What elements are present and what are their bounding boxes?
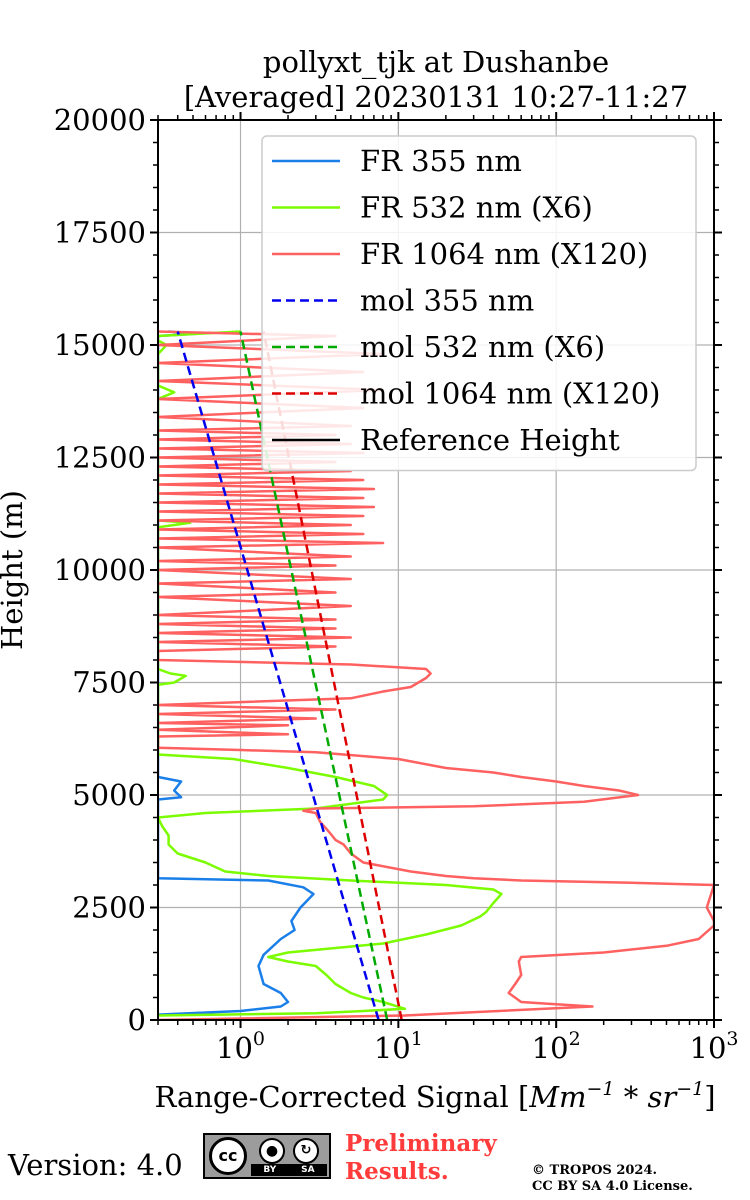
- y-tick-label: 12500: [54, 441, 146, 475]
- lidar-profile-chart: 100 101 102 1030250050007500100001250015000…: [0, 45, 739, 1114]
- cc-sa-label: SA: [301, 1165, 315, 1175]
- cc-by-label: BY: [263, 1165, 277, 1175]
- y-tick-label: 15000: [54, 328, 146, 362]
- y-tick-label: 5000: [72, 778, 146, 812]
- version-label: Version: 4.0: [8, 1148, 183, 1182]
- x-axis-label-mul: * sr: [615, 1080, 679, 1114]
- y-tick-label: 10000: [54, 553, 146, 587]
- series-line-0: [158, 330, 315, 1016]
- legend-label-4: mol 532 nm (X6): [360, 330, 605, 364]
- x-tick-label-exp: 0: [253, 1028, 265, 1050]
- copyright-line1: © TROPOS 2024.: [532, 1163, 658, 1178]
- chart-title-line1: pollyxt_tjk at Dushanbe: [263, 45, 609, 80]
- series-line-5: [262, 331, 403, 1020]
- y-tick-label: 20000: [54, 103, 146, 137]
- preliminary-line2: Results.: [345, 1158, 449, 1185]
- legend-label-1: FR 532 nm (X6): [360, 191, 593, 225]
- legend-label-5: mol 1064 nm (X120): [360, 377, 661, 411]
- legend-box: [261, 135, 697, 472]
- y-tick-label: 7500: [72, 666, 146, 700]
- series-line-1: [158, 330, 503, 1017]
- x-axis-label-exp1: −1: [587, 1078, 615, 1100]
- x-tick-label: 100: [216, 1028, 265, 1065]
- x-tick-label-exp: 3: [726, 1028, 738, 1050]
- x-tick-label: 103: [690, 1028, 739, 1065]
- preliminary-line1: Preliminary: [345, 1130, 497, 1157]
- y-tick-label: 0: [128, 1003, 146, 1037]
- axes: 100 101 102 1030250050007500100001250015000…: [54, 103, 739, 1065]
- x-axis-label-text: Range-Corrected Signal [: [154, 1080, 529, 1114]
- x-axis-label-close: ]: [704, 1080, 715, 1114]
- y-tick-label: 2500: [72, 891, 146, 925]
- x-axis-label-units: Mm: [528, 1080, 586, 1114]
- attribution-person-icon: ●: [259, 1138, 285, 1164]
- y-axis-label: Height (m): [0, 490, 29, 650]
- x-tick-label-base: 10: [374, 1031, 411, 1065]
- cc-icon: cc: [209, 1137, 247, 1175]
- legend-label-0: FR 355 nm: [360, 144, 522, 178]
- series-line-4: [239, 331, 389, 1020]
- y-tick-label: 17500: [54, 216, 146, 250]
- legend: FR 355 nm FR 532 nm (X6) FR 1064 nm (X120)…: [261, 135, 697, 472]
- series-layer: [158, 330, 714, 1020]
- share-alike-icon: ↻: [293, 1138, 319, 1164]
- legend-label-2: FR 1064 nm (X120): [360, 237, 648, 271]
- x-tick-label: 102: [532, 1028, 581, 1065]
- x-tick-label: 101: [374, 1028, 423, 1065]
- legend-label-3: mol 355 nm: [360, 284, 534, 318]
- cc-badge-strip: BY SA: [251, 1164, 327, 1176]
- x-tick-label-base: 10: [690, 1031, 727, 1065]
- x-tick-label-base: 10: [216, 1031, 253, 1065]
- preliminary-results-notice: Preliminary Results.: [345, 1130, 497, 1186]
- x-axis-label: Range-Corrected Signal [Mm−1 * sr−1]: [154, 1078, 715, 1114]
- legend-label-6: Reference Height: [360, 423, 620, 457]
- x-tick-label-exp: 2: [569, 1028, 581, 1050]
- copyright-notice: © TROPOS 2024. CC BY SA 4.0 License.: [532, 1163, 693, 1195]
- x-tick-label-exp: 1: [411, 1028, 423, 1050]
- copyright-line2: CC BY SA 4.0 License.: [532, 1179, 693, 1194]
- x-tick-label-base: 10: [532, 1031, 569, 1065]
- cc-license-badge: cc ● ↻ BY SA: [203, 1133, 331, 1179]
- x-axis-label-exp2: −1: [676, 1078, 704, 1100]
- chart-title-line2: [Averaged] 20230131 10:27-11:27: [184, 80, 688, 114]
- series-line-3: [176, 331, 380, 1020]
